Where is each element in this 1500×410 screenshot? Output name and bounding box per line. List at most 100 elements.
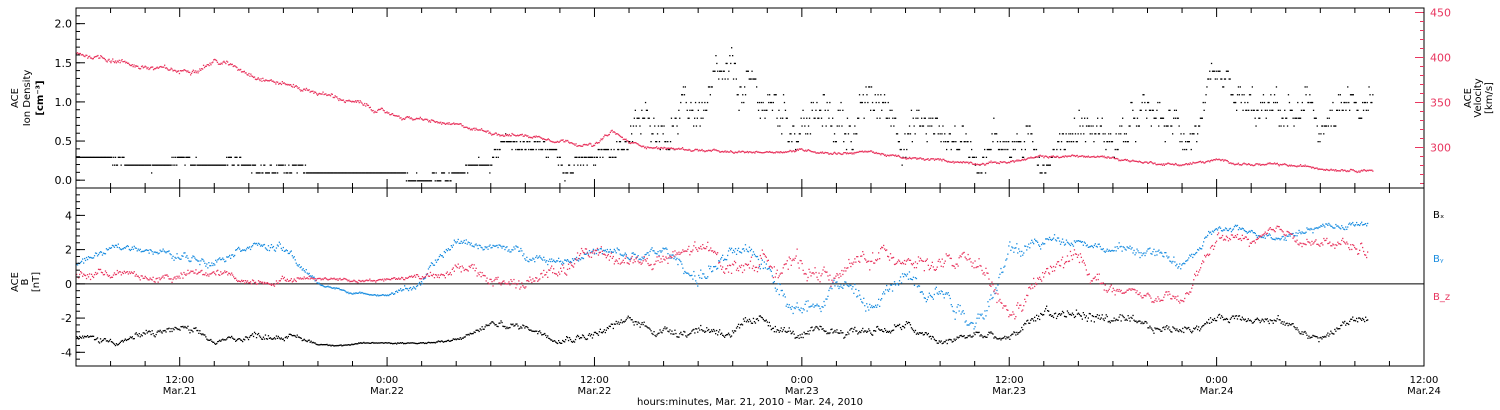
velocity-point <box>1357 171 1359 173</box>
bx-point <box>433 341 436 344</box>
density-point <box>702 117 704 119</box>
density-point <box>1098 133 1101 135</box>
by-point <box>341 289 343 291</box>
density-point <box>310 172 312 174</box>
velocity-point <box>1319 168 1321 170</box>
density-point <box>229 156 232 158</box>
velocity-point <box>663 146 665 149</box>
by-point <box>767 268 769 270</box>
by-point <box>217 259 219 261</box>
by-point <box>336 287 338 289</box>
density-point <box>1175 109 1177 111</box>
bx-point <box>429 342 432 344</box>
bx-point <box>157 330 159 332</box>
velocity-point <box>508 133 510 136</box>
velocity-point <box>1012 160 1014 162</box>
bx-point <box>1350 318 1352 320</box>
velocity-point <box>480 128 483 130</box>
density-point <box>1135 141 1137 143</box>
bx-point <box>639 326 641 328</box>
velocity-point <box>1263 164 1266 166</box>
velocity-point <box>770 151 773 154</box>
density-point <box>985 156 988 158</box>
density-point <box>815 109 817 111</box>
velocity-point <box>1039 154 1041 156</box>
by-point <box>797 306 799 309</box>
density-point <box>490 164 492 166</box>
density-point <box>1071 141 1073 143</box>
by-point <box>507 250 509 252</box>
density-point <box>1365 109 1367 111</box>
by-point <box>252 243 255 245</box>
velocity-point <box>1031 157 1033 159</box>
by-point <box>285 249 287 251</box>
bx-point <box>200 333 202 335</box>
density-point <box>165 164 168 166</box>
density-point <box>717 70 719 72</box>
by-point <box>436 259 439 261</box>
velocity-point <box>800 148 802 150</box>
bx-point <box>167 328 169 330</box>
bx-point <box>697 331 699 333</box>
density-point <box>1147 101 1149 104</box>
density-point <box>184 164 186 166</box>
bx-point <box>247 338 250 341</box>
density-point <box>1225 70 1228 72</box>
velocity-point <box>514 134 516 136</box>
density-point <box>201 164 203 166</box>
density-point <box>284 164 286 166</box>
bx-point <box>619 321 621 324</box>
velocity-point <box>180 70 182 72</box>
bx-point <box>874 330 876 332</box>
density-point <box>491 164 493 166</box>
bx-point <box>325 344 327 346</box>
density-point <box>478 156 480 158</box>
density-point <box>729 55 731 57</box>
bx-point <box>1263 321 1265 323</box>
velocity-point <box>477 129 479 131</box>
velocity-point <box>1160 163 1163 165</box>
density-point <box>1110 133 1112 135</box>
velocity-point <box>349 100 351 102</box>
velocity-point <box>412 119 414 121</box>
bx-point <box>1026 320 1028 322</box>
velocity-point <box>251 75 253 77</box>
bx-point <box>583 336 586 339</box>
bx-point <box>1016 331 1018 334</box>
by-point <box>175 257 177 259</box>
velocity-point <box>392 114 395 116</box>
velocity-point <box>822 152 824 154</box>
by-point <box>672 254 674 256</box>
bx-point <box>513 325 515 327</box>
bx-point <box>464 336 466 338</box>
density-point <box>91 156 94 158</box>
velocity-point <box>1280 164 1282 166</box>
density-point <box>236 156 238 158</box>
by-point <box>735 253 738 255</box>
velocity-point <box>810 150 812 153</box>
velocity-point <box>1134 160 1136 162</box>
bx-point <box>213 341 215 343</box>
bx-point <box>453 338 455 341</box>
density-point <box>117 156 119 158</box>
density-point <box>685 101 687 104</box>
bx-point <box>1142 322 1144 325</box>
velocity-point <box>1173 164 1176 166</box>
density-point <box>297 164 299 166</box>
velocity-point <box>1236 163 1239 165</box>
density-point <box>1029 125 1031 127</box>
density-point <box>637 117 639 119</box>
velocity-point <box>216 61 219 63</box>
bx-point <box>113 343 116 345</box>
velocity-point <box>1022 159 1025 161</box>
density-point <box>654 125 656 127</box>
bx-point <box>1344 320 1346 323</box>
velocity-point <box>716 149 718 152</box>
velocity-point <box>923 159 925 161</box>
velocity-point <box>215 59 217 61</box>
bx-point <box>1174 328 1176 330</box>
density-point <box>950 148 952 151</box>
by-point <box>433 264 436 266</box>
by-point <box>81 260 83 262</box>
density-point <box>582 164 585 166</box>
